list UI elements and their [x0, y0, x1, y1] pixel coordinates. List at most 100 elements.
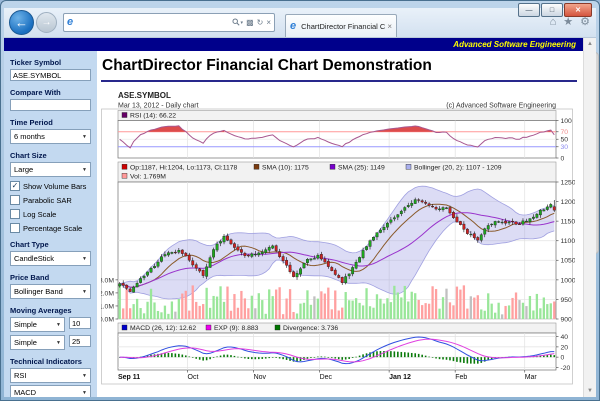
ma2-type-select[interactable]: Simple ▼: [10, 335, 65, 350]
scroll-up-icon[interactable]: ▲: [587, 41, 593, 47]
home-icon[interactable]: ⌂: [549, 16, 557, 28]
svg-text:0: 0: [561, 355, 565, 362]
title-rule: [101, 80, 577, 82]
scroll-down-icon[interactable]: ▼: [587, 388, 593, 394]
browser-navbar: ← → e ▾ ▩ ↻ × e ChartDirector Financial …: [4, 8, 596, 38]
chevron-down-icon: ▼: [56, 321, 61, 328]
percentage-scale-checkbox[interactable]: [10, 223, 20, 233]
show-volume-bars-checkbox[interactable]: ✓: [10, 181, 20, 191]
svg-text:1.0M: 1.0M: [101, 303, 114, 310]
indicator1-select[interactable]: RSI ▼: [10, 368, 91, 383]
svg-text:(c) Advanced Software Engineer: (c) Advanced Software Engineering: [446, 103, 556, 110]
search-icon[interactable]: [232, 17, 240, 28]
chevron-down-icon: ▼: [82, 166, 87, 173]
percentage-scale-row[interactable]: Percentage Scale: [10, 223, 91, 233]
moving-averages-label: Moving Averages: [10, 306, 72, 315]
page-scrollbar[interactable]: ▲ ▼: [583, 38, 596, 397]
parabolic-sar-checkbox[interactable]: [10, 195, 20, 205]
volume-bars: [118, 285, 556, 319]
ie-logo-icon: e: [67, 16, 74, 28]
svg-text:1100: 1100: [561, 238, 576, 245]
svg-text:EXP (9): 8.883: EXP (9): 8.883: [214, 325, 259, 332]
ma1-period-input[interactable]: [69, 317, 91, 329]
back-button[interactable]: ←: [9, 10, 34, 35]
svg-text:Nov: Nov: [254, 374, 267, 381]
stop-icon[interactable]: ×: [266, 18, 271, 27]
chart-type-label: Chart Type: [10, 240, 49, 249]
parabolic-sar-row[interactable]: Parabolic SAR: [10, 195, 91, 205]
moving-average-row-1: Simple ▼: [10, 317, 91, 332]
chart-size-label: Chart Size: [10, 151, 47, 160]
page-title: ChartDirector Financial Chart Demonstrat…: [102, 57, 432, 74]
svg-text:Op:1187, Hi:1204, Lo:1173, Cl:: Op:1187, Hi:1204, Lo:1173, Cl:1178: [130, 165, 238, 172]
minimize-button[interactable]: —: [518, 3, 540, 17]
compare-with-input[interactable]: [10, 99, 91, 111]
browser-tab[interactable]: e ChartDirector Financial Ch... ×: [285, 14, 397, 37]
price-band-select[interactable]: Bollinger Band ▼: [10, 284, 91, 299]
svg-text:SMA (25): 1149: SMA (25): 1149: [338, 165, 385, 172]
compatibility-view-icon[interactable]: ▩: [246, 18, 254, 27]
svg-text:Feb: Feb: [455, 374, 467, 381]
ticker-symbol-input[interactable]: [10, 69, 91, 81]
time-period-label: Time Period: [10, 118, 53, 127]
search-dropdown-icon[interactable]: ▾: [240, 19, 244, 26]
address-bar[interactable]: e ▾ ▩ ↻ ×: [63, 13, 275, 32]
svg-text:3.0M: 3.0M: [101, 277, 114, 284]
svg-text:20: 20: [561, 344, 569, 351]
svg-text:0.0M: 0.0M: [101, 316, 114, 323]
forward-button[interactable]: →: [36, 12, 57, 33]
svg-text:0: 0: [561, 155, 565, 162]
svg-text:30: 30: [561, 144, 569, 151]
svg-text:40: 40: [561, 334, 569, 341]
svg-text:Mar: Mar: [525, 374, 538, 381]
chevron-down-icon: ▼: [82, 288, 87, 295]
svg-text:Divergence: 3.736: Divergence: 3.736: [283, 325, 338, 332]
svg-text:MACD (26, 12): 12.62: MACD (26, 12): 12.62: [130, 325, 196, 332]
technical-indicators-label: Technical Indicators: [10, 357, 82, 366]
svg-text:2.0M: 2.0M: [101, 290, 114, 297]
chevron-down-icon: ▼: [82, 372, 87, 379]
ma2-period-input[interactable]: [69, 335, 91, 347]
svg-text:50: 50: [561, 137, 569, 144]
svg-text:950: 950: [561, 297, 573, 304]
refresh-icon[interactable]: ↻: [256, 18, 264, 27]
tab-close-icon[interactable]: ×: [387, 21, 392, 31]
svg-text:ASE.SYMBOL: ASE.SYMBOL: [118, 91, 171, 100]
window-controls: — □ ✕: [518, 3, 592, 17]
svg-text:1150: 1150: [561, 219, 576, 226]
log-scale-row[interactable]: Log Scale: [10, 209, 91, 219]
time-period-select[interactable]: 6 months ▼: [10, 129, 91, 144]
chart-size-select[interactable]: Large ▼: [10, 162, 91, 177]
chart-type-select[interactable]: CandleStick ▼: [10, 251, 91, 266]
chevron-down-icon: ▼: [56, 339, 61, 346]
show-volume-bars-row[interactable]: ✓ Show Volume Bars: [10, 181, 87, 191]
chevron-down-icon: ▼: [82, 389, 87, 396]
chevron-down-icon: ▼: [82, 133, 87, 140]
ma1-type-select[interactable]: Simple ▼: [10, 317, 65, 332]
financial-chart: ASE.SYMBOL Mar 13, 2012 - Daily chart (c) …: [99, 91, 576, 385]
indicator2-select[interactable]: MACD ▼: [10, 385, 91, 397]
brand-banner: Advanced Software Engineering: [4, 38, 583, 51]
svg-text:Bollinger (20, 2): 1107 - 1209: Bollinger (20, 2): 1107 - 1209: [414, 165, 502, 172]
favorites-star-icon[interactable]: ★: [563, 16, 574, 28]
candlesticks: [118, 197, 556, 293]
log-scale-checkbox[interactable]: [10, 209, 20, 219]
close-button[interactable]: ✕: [564, 3, 592, 17]
browser-action-icons: ⌂ ★ ⚙: [550, 17, 590, 28]
svg-text:RSI (14): 66.22: RSI (14): 66.22: [130, 113, 176, 120]
compare-with-label: Compare With: [10, 88, 61, 97]
page-content: Advanced Software Engineering Ticker Sym…: [4, 38, 596, 397]
moving-average-row-2: Simple ▼: [10, 335, 91, 350]
restore-button[interactable]: □: [541, 3, 563, 17]
settings-gear-icon[interactable]: ⚙: [580, 16, 590, 28]
svg-text:1050: 1050: [561, 258, 576, 265]
svg-text:SMA (10): 1175: SMA (10): 1175: [262, 165, 309, 172]
svg-text:Sep 11: Sep 11: [118, 374, 140, 381]
chevron-down-icon: ▼: [82, 255, 87, 262]
chart-options-sidebar: Ticker Symbol Compare With Time Period 6…: [4, 51, 97, 397]
svg-text:Dec: Dec: [320, 374, 333, 381]
svg-text:900: 900: [561, 316, 573, 323]
address-input[interactable]: [76, 17, 229, 28]
ticker-symbol-label: Ticker Symbol: [10, 58, 62, 67]
svg-text:1000: 1000: [561, 277, 576, 284]
